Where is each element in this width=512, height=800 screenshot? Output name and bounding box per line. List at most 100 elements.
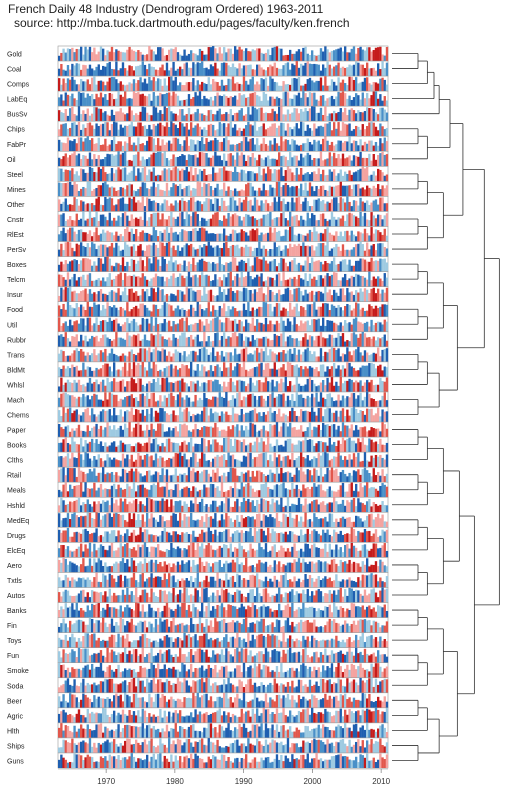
horizon-bar bbox=[363, 202, 367, 212]
horizon-bar bbox=[319, 125, 323, 137]
horizon-bar bbox=[183, 473, 186, 483]
horizon-bar bbox=[161, 113, 164, 122]
horizon-bar bbox=[295, 535, 298, 543]
horizon-bar bbox=[311, 354, 314, 362]
horizon-bar bbox=[86, 243, 89, 257]
horizon-bar bbox=[185, 407, 188, 423]
horizon-bar bbox=[273, 397, 276, 407]
horizon-bar bbox=[372, 287, 375, 302]
horizon-bar bbox=[88, 468, 92, 483]
horizon-bar bbox=[339, 47, 342, 62]
horizon-bar bbox=[278, 431, 281, 438]
horizon-bar bbox=[275, 143, 279, 152]
horizon-bar bbox=[194, 188, 197, 197]
horizon-bar bbox=[337, 489, 340, 498]
horizon-bar bbox=[165, 322, 169, 332]
horizon-bar bbox=[289, 472, 292, 483]
horizon-bar bbox=[282, 364, 285, 377]
horizon-bar bbox=[209, 280, 213, 287]
horizon-bar bbox=[350, 355, 353, 362]
horizon-bar bbox=[302, 505, 305, 513]
horizon-bar bbox=[163, 528, 166, 543]
horizon-bar bbox=[212, 340, 215, 347]
horizon-bar bbox=[113, 52, 116, 62]
horizon-bar bbox=[231, 454, 235, 468]
horizon-bar bbox=[372, 325, 375, 332]
horizon-bar bbox=[289, 127, 292, 137]
horizon-bar bbox=[148, 169, 151, 182]
horizon-bar bbox=[333, 491, 336, 498]
horizon-bar bbox=[366, 352, 369, 362]
horizon-bar bbox=[121, 535, 125, 543]
horizon-bar bbox=[141, 260, 144, 272]
horizon-bar bbox=[80, 291, 83, 302]
horizon-bar bbox=[262, 452, 265, 468]
horizon-bar bbox=[308, 397, 312, 407]
horizon-bar bbox=[143, 521, 147, 528]
horizon-bar bbox=[363, 288, 367, 302]
horizon-bar bbox=[308, 142, 312, 152]
horizon-bar bbox=[304, 431, 307, 438]
horizon-bar bbox=[238, 489, 241, 498]
horizon-bar bbox=[328, 185, 331, 197]
horizon-bar bbox=[198, 489, 202, 498]
horizon-bar bbox=[302, 91, 305, 107]
horizon-bar bbox=[256, 138, 259, 152]
horizon-bar bbox=[306, 455, 309, 468]
horizon-bar bbox=[148, 429, 151, 438]
horizon-bar bbox=[275, 484, 279, 498]
horizon-bar bbox=[95, 528, 98, 543]
horizon-bar bbox=[225, 294, 228, 302]
horizon-bar bbox=[108, 473, 111, 483]
horizon-bar bbox=[172, 49, 175, 62]
horizon-bar bbox=[137, 400, 140, 407]
horizon-bar bbox=[289, 187, 292, 197]
industry-label-persv: PerSv bbox=[7, 247, 27, 254]
horizon-bar bbox=[273, 473, 276, 483]
horizon-bar bbox=[121, 152, 125, 167]
horizon-bar bbox=[152, 379, 155, 392]
horizon-bar bbox=[385, 486, 389, 498]
horizon-bar bbox=[297, 243, 301, 257]
horizon-bar bbox=[157, 412, 160, 423]
horizon-bar bbox=[335, 197, 338, 212]
horizon-bar bbox=[176, 501, 180, 513]
horizon-bar bbox=[234, 501, 237, 513]
horizon-bar bbox=[75, 443, 78, 453]
horizon-bar bbox=[258, 287, 261, 302]
horizon-bar bbox=[379, 518, 382, 528]
horizon-bar bbox=[60, 214, 63, 227]
chart-subtitle: source: http://mba.tuck.dartmouth.edu/pa… bbox=[14, 16, 350, 30]
horizon-bar bbox=[311, 429, 314, 438]
horizon-bar bbox=[355, 302, 358, 317]
horizon-bar bbox=[150, 408, 153, 423]
horizon-bar bbox=[247, 182, 250, 197]
horizon-bar bbox=[330, 248, 334, 257]
horizon-bar bbox=[350, 265, 353, 272]
horizon-bar bbox=[183, 63, 186, 77]
horizon-bar bbox=[176, 68, 180, 77]
horizon-bar bbox=[330, 513, 334, 528]
horizon-bar bbox=[258, 96, 261, 107]
horizon-bar bbox=[350, 130, 353, 137]
horizon-bar bbox=[368, 409, 371, 423]
horizon-bar bbox=[258, 412, 261, 423]
horizon-bar bbox=[62, 484, 65, 498]
horizon-bar bbox=[326, 241, 329, 257]
horizon-bar bbox=[117, 263, 120, 272]
industry-label-rubbr: Rubbr bbox=[7, 337, 27, 344]
horizon-bar bbox=[214, 137, 217, 152]
horizon-bar bbox=[77, 175, 81, 182]
horizon-bar bbox=[137, 92, 140, 107]
horizon-bar bbox=[280, 122, 283, 137]
horizon-bar bbox=[295, 338, 298, 347]
horizon-bar bbox=[315, 158, 318, 167]
horizon-bar bbox=[291, 407, 294, 423]
horizon-bar bbox=[93, 128, 96, 137]
horizon-bar bbox=[242, 414, 246, 423]
horizon-bar bbox=[350, 291, 353, 302]
horizon-bar bbox=[359, 367, 362, 377]
horizon-bar bbox=[108, 154, 111, 167]
horizon-bar bbox=[374, 454, 378, 468]
horizon-bar bbox=[216, 263, 219, 272]
